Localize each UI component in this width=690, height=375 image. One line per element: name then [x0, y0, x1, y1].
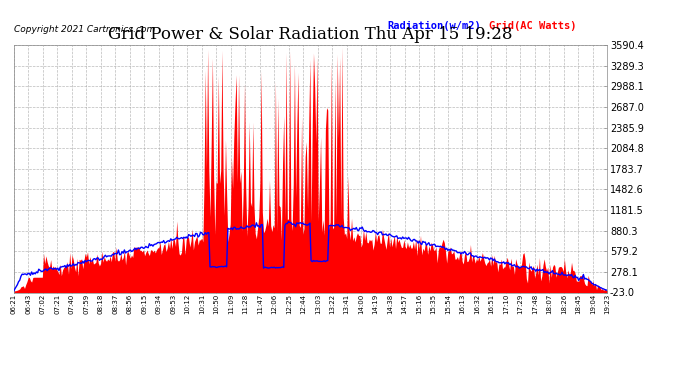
Text: Radiation(w/m2): Radiation(w/m2) — [388, 21, 482, 31]
Text: Grid(AC Watts): Grid(AC Watts) — [489, 21, 576, 31]
Text: Copyright 2021 Cartronics.com: Copyright 2021 Cartronics.com — [14, 25, 155, 34]
Title: Grid Power & Solar Radiation Thu Apr 15 19:28: Grid Power & Solar Radiation Thu Apr 15 … — [108, 27, 513, 44]
